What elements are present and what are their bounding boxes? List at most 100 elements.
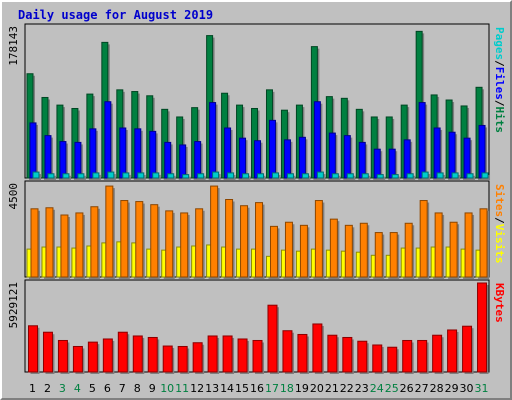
panel-2-legend: Sites/Visits	[493, 184, 506, 264]
bar-pages-day-29	[451, 172, 459, 179]
day-label-8: 8	[134, 382, 141, 395]
bar-files-day-15	[239, 137, 247, 179]
day-label-10: 10	[160, 382, 174, 395]
day-label-19: 19	[295, 382, 309, 395]
bar-pages-day-6	[107, 171, 115, 179]
day-label-11: 11	[175, 382, 189, 395]
bar-kbytes-day-17	[267, 304, 278, 373]
bar-kbytes-day-14	[222, 335, 233, 373]
bar-pages-day-21	[331, 173, 339, 179]
bar-kbytes-day-30	[462, 325, 473, 373]
bar-kbytes-day-18	[282, 330, 293, 373]
panel-1: 178143 Pages/Files/Hits	[7, 23, 506, 181]
bar-pages-day-27	[421, 171, 429, 179]
bar-kbytes-day-20	[312, 323, 323, 373]
bar-kbytes-day-23	[357, 340, 368, 373]
bar-files-day-25	[388, 148, 396, 179]
panel-3: 5929121 KBytes	[7, 279, 506, 374]
bar-kbytes-day-13	[207, 335, 218, 373]
bar-sites-day-14	[225, 199, 234, 278]
panel-2: 4500 Sites/Visits	[7, 180, 506, 279]
day-label-7: 7	[119, 382, 126, 395]
day-label-23: 23	[355, 382, 369, 395]
day-label-3: 3	[59, 382, 66, 395]
bar-pages-day-10	[167, 173, 175, 179]
bar-pages-day-5	[92, 172, 100, 179]
bar-files-day-16	[254, 140, 262, 179]
bar-kbytes-day-19	[297, 333, 308, 373]
bar-sites-day-13	[210, 185, 219, 278]
bar-files-day-29	[448, 131, 456, 179]
bar-sites-day-10	[165, 210, 174, 278]
chart-title: Daily usage for August 2019	[18, 8, 213, 22]
bar-sites-day-26	[404, 222, 413, 278]
bar-pages-day-23	[361, 173, 369, 179]
day-label-16: 16	[250, 382, 264, 395]
bar-kbytes-day-4	[72, 345, 83, 373]
bar-files-day-23	[358, 141, 366, 179]
bar-kbytes-day-8	[132, 335, 143, 373]
bar-pages-day-28	[436, 172, 444, 179]
day-label-15: 15	[235, 382, 249, 395]
day-label-27: 27	[415, 382, 429, 395]
bar-kbytes-day-11	[177, 345, 188, 373]
panel-2-max-label: 4500	[7, 183, 20, 210]
panel-3-legend: KBytes	[493, 283, 506, 323]
bar-files-day-10	[164, 141, 172, 179]
day-label-25: 25	[385, 382, 399, 395]
bar-sites-day-30	[464, 212, 473, 278]
panel-1-max-label: 178143	[7, 26, 20, 66]
bar-sites-day-15	[240, 205, 249, 278]
legend-3: Visits	[493, 224, 506, 264]
bar-pages-day-3	[62, 173, 70, 179]
bar-files-day-1	[29, 122, 37, 179]
bar-pages-day-25	[391, 174, 399, 179]
bar-pages-day-19	[301, 173, 309, 179]
bar-pages-day-17	[271, 172, 279, 179]
day-label-18: 18	[280, 382, 294, 395]
bar-pages-day-4	[77, 173, 85, 179]
bar-sites-day-12	[195, 208, 204, 278]
bar-pages-day-20	[316, 171, 324, 179]
bar-sites-day-29	[449, 221, 458, 278]
day-label-24: 24	[370, 382, 384, 395]
day-label-31: 31	[475, 382, 489, 395]
bar-files-day-20	[313, 101, 321, 179]
bar-pages-day-12	[197, 173, 205, 179]
bar-kbytes-day-5	[87, 341, 98, 373]
bar-kbytes-day-15	[237, 338, 248, 373]
legend-5: Hits	[493, 107, 506, 134]
bar-kbytes-day-25	[387, 346, 398, 373]
bar-kbytes-day-6	[102, 338, 113, 373]
day-label-26: 26	[400, 382, 414, 395]
bar-files-day-7	[119, 127, 127, 179]
bar-files-day-30	[463, 137, 471, 179]
bar-sites-day-24	[374, 232, 383, 278]
day-label-1: 1	[29, 382, 36, 395]
bar-kbytes-day-26	[402, 339, 413, 373]
bar-files-day-28	[433, 127, 441, 179]
day-label-20: 20	[310, 382, 324, 395]
bar-kbytes-day-10	[162, 345, 173, 373]
bar-pages-day-18	[286, 173, 294, 179]
panel-1-legend: Pages/Files/Hits	[493, 27, 506, 133]
bar-files-day-8	[134, 128, 142, 179]
legend-3: Files	[493, 67, 506, 100]
chart-panels: 178143 Pages/Files/Hits 4500 Sites/Visits 59…	[7, 23, 506, 374]
bar-kbytes-day-2	[42, 331, 53, 373]
bar-pages-day-14	[227, 172, 235, 179]
bar-sites-day-18	[284, 221, 293, 278]
bar-pages-day-13	[212, 171, 220, 179]
bar-files-day-6	[104, 101, 112, 179]
bar-kbytes-day-28	[432, 334, 443, 373]
day-label-22: 22	[340, 382, 354, 395]
bar-sites-day-16	[255, 202, 264, 278]
day-label-2: 2	[44, 382, 51, 395]
bar-kbytes-day-29	[447, 329, 458, 373]
bar-kbytes-day-16	[252, 339, 263, 373]
x-axis-day-labels: 1 2 3 4 5 6 7 8 9 10 11 12 13 14 15 16 17 18 19 20 21 22 23 24 2…	[29, 382, 489, 395]
bar-files-day-18	[283, 139, 291, 179]
bar-sites-day-17	[269, 225, 278, 278]
legend-2: /	[493, 217, 506, 224]
